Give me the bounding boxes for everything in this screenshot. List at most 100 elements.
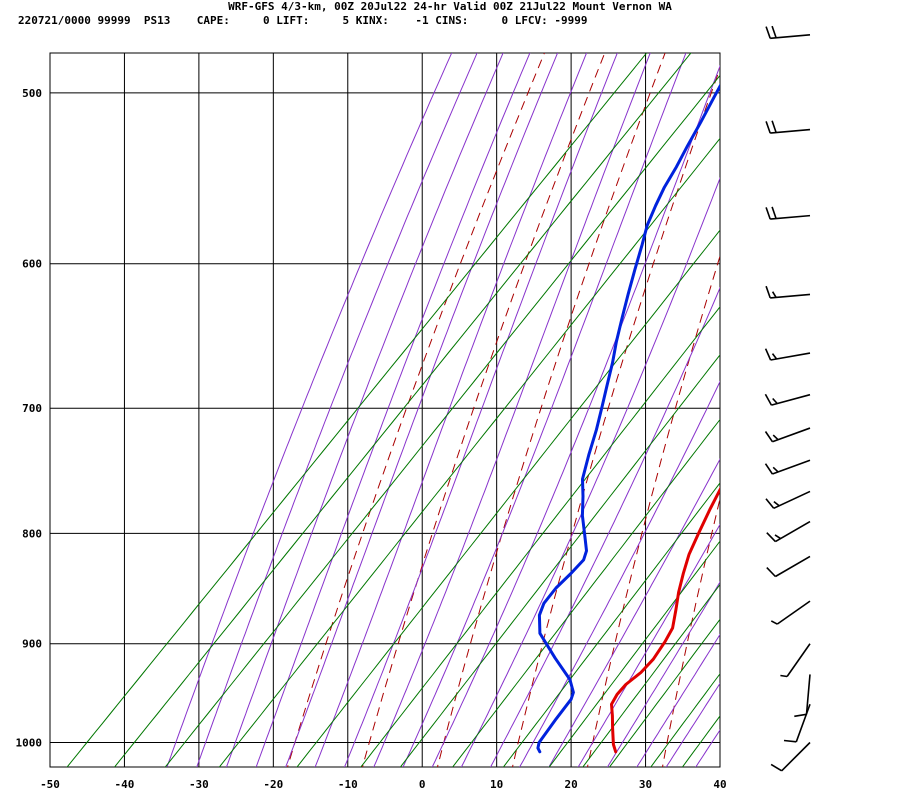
moist-adiabat [577, 523, 720, 767]
mixing-ratio-line [296, 229, 720, 767]
barb-feather [770, 620, 778, 625]
moist-adiabat [166, 53, 453, 767]
y-tick-label: 900 [22, 638, 42, 651]
barb-feather [765, 121, 771, 134]
thermodynamic-background [66, 0, 900, 788]
mixing-ratio-line [502, 482, 720, 767]
wind-barb [765, 285, 811, 299]
barb-staff [771, 393, 811, 406]
wind-barb [766, 520, 811, 543]
isotherm-isobar-grid [49, 52, 721, 768]
wind-barb [765, 490, 811, 510]
barb-staff [770, 128, 811, 134]
moist-adiabat [373, 53, 651, 767]
barb-staff [770, 34, 811, 40]
barb-feather [772, 466, 779, 473]
sounding-indices: 220721/0000 99999 PS13 CAPE: 0 LIFT: 5 K… [18, 14, 588, 27]
moist-adiabat [519, 380, 720, 767]
barb-staff [781, 741, 811, 772]
wind-barb [765, 206, 811, 220]
y-tick-label: 700 [22, 402, 42, 415]
barb-feather [764, 431, 774, 443]
dry-adiabat [511, 66, 720, 767]
dry-adiabat [361, 53, 606, 767]
barb-staff [770, 214, 811, 220]
wind-barb [770, 600, 811, 625]
moist-adiabat [606, 581, 720, 767]
moist-adiabat [431, 64, 720, 767]
mixing-ratio-line [360, 306, 720, 767]
dry-adiabat [885, 0, 900, 788]
mixing-ratio-line [650, 672, 720, 767]
x-tick-label: -30 [189, 778, 209, 791]
plot-frame [49, 52, 721, 768]
moist-adiabat [314, 53, 588, 767]
wind-barb [764, 393, 811, 406]
x-tick-label: -50 [40, 778, 60, 791]
barb-feather [764, 463, 774, 475]
moist-adiabat [402, 53, 687, 767]
barb-feather [794, 713, 807, 718]
barb-feather [764, 348, 772, 361]
dry-adiabat [286, 53, 546, 767]
x-tick-label: -10 [338, 778, 358, 791]
axis-labels: -50-40-30-20-100102030404005006007008009… [16, 87, 727, 791]
y-tick-label: 800 [22, 527, 42, 540]
temperature-line [610, 486, 720, 754]
mixing-ratio-line [66, 53, 648, 767]
barb-feather [771, 206, 777, 219]
wind-barb [765, 25, 811, 40]
y-tick-label: 1000 [16, 737, 43, 750]
mixing-ratio-line [164, 74, 720, 767]
barb-feather [780, 674, 788, 678]
moist-adiabat [225, 53, 504, 767]
barb-feather [765, 498, 775, 509]
wind-barb [764, 348, 811, 361]
barb-staff [772, 459, 811, 475]
moist-adiabat [460, 176, 720, 767]
profile-lines [536, 83, 720, 754]
mixing-ratio-line [113, 53, 692, 767]
barb-feather [765, 26, 771, 39]
barb-feather [771, 25, 777, 39]
x-tick-label: 0 [419, 778, 426, 791]
wind-barb [783, 703, 811, 743]
barb-feather [766, 532, 776, 543]
wind-barb [794, 674, 811, 718]
x-tick-label: 10 [490, 778, 503, 791]
y-tick-label: 600 [22, 258, 42, 271]
moist-adiabat [344, 53, 618, 767]
barb-feather [774, 534, 782, 540]
x-tick-label: -40 [115, 778, 135, 791]
barb-staff [770, 352, 811, 361]
dry-adiabat [810, 0, 900, 788]
barb-staff [786, 643, 811, 677]
wind-barb [765, 120, 811, 134]
y-tick-label: 500 [22, 87, 42, 100]
wind-barbs [764, 25, 811, 772]
wind-barb [780, 643, 811, 678]
barb-staff [795, 703, 811, 743]
barb-staff [772, 427, 811, 443]
x-tick-label: 20 [564, 778, 577, 791]
mixing-ratio-line [452, 418, 720, 767]
barb-feather [770, 763, 783, 772]
barb-feather [764, 393, 773, 406]
dry-adiabat [436, 53, 666, 767]
barb-feather [771, 120, 777, 133]
wind-barb [764, 459, 811, 475]
dry-adiabat [734, 0, 900, 788]
barb-staff [774, 520, 811, 543]
barb-staff [773, 490, 811, 510]
barb-feather [772, 397, 778, 405]
barb-staff [805, 674, 811, 715]
moist-adiabat [196, 53, 478, 767]
wind-barb [770, 741, 811, 772]
barb-feather [772, 434, 779, 441]
moist-adiabat [490, 286, 720, 767]
moist-adiabat [285, 53, 559, 767]
chart-title: WRF-GFS 4/3-km, 00Z 20Jul22 24-hr Valid … [228, 0, 672, 13]
moist-adiabat [548, 458, 720, 767]
barb-feather [771, 291, 777, 298]
